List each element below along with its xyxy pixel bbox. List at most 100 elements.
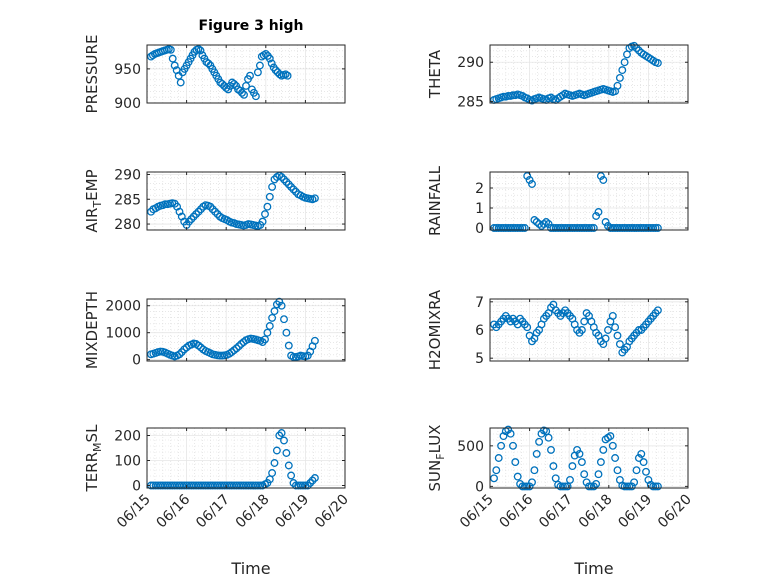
data-point — [218, 79, 227, 88]
y-tick-label: 2000 — [105, 299, 141, 315]
data-point — [537, 222, 546, 230]
data-point — [582, 478, 591, 487]
data-point — [196, 46, 205, 55]
data-point — [270, 175, 279, 184]
data-point — [530, 466, 539, 475]
data-point — [528, 180, 536, 188]
x-axis-title: Time — [230, 559, 270, 578]
data-point — [230, 79, 239, 88]
data-point — [599, 445, 608, 454]
data-point — [594, 208, 603, 216]
data-point — [238, 88, 246, 97]
data-point — [175, 350, 184, 359]
data-point — [561, 482, 570, 491]
data-point — [268, 469, 277, 477]
subplot-air-temp: 280 285 290 AIRTEMP — [83, 167, 346, 233]
data-point — [653, 482, 662, 491]
axes-box — [146, 298, 346, 362]
x-tick-label: 06/20 — [312, 492, 352, 532]
subplot-sun-flux: 0 500 SUNFLUX 06/15 06/16 06/17 06/18 06/19 06/2… — [426, 425, 695, 532]
data-point — [283, 71, 292, 80]
data-point — [271, 66, 280, 75]
data-point — [580, 470, 589, 479]
y-tick-label: 1 — [475, 201, 484, 217]
data-point — [222, 84, 231, 92]
data-point — [281, 70, 290, 79]
y-tick-label: 0 — [132, 353, 141, 369]
data-point — [310, 336, 319, 345]
x-tick-label: 06/17 — [536, 492, 576, 532]
axes-box — [489, 171, 689, 231]
data-point — [310, 194, 319, 203]
y-axis-title: MIXDEPTH — [83, 291, 101, 369]
data-point — [587, 224, 596, 232]
x-tick-label: 06/19 — [615, 492, 655, 532]
y-tick-label: 0 — [475, 221, 484, 237]
data-point — [566, 475, 574, 484]
data-point — [267, 59, 276, 68]
data-point — [256, 481, 265, 490]
y-axis-title: AIRTEMP — [83, 169, 104, 232]
data-point — [599, 176, 608, 184]
data-point — [265, 54, 274, 63]
y-tick-label: 2 — [475, 181, 484, 197]
data-point — [506, 429, 515, 438]
data-point — [287, 471, 296, 480]
data-point — [558, 482, 567, 491]
data-point — [284, 341, 293, 350]
data-point — [246, 71, 254, 80]
y-axis-title: SUNFLUX — [426, 425, 447, 492]
data-point — [596, 458, 605, 467]
y-axis-title: THETA — [426, 49, 444, 99]
x-tick-label: 06/16 — [154, 491, 194, 531]
data-point — [261, 210, 269, 219]
data-point — [539, 220, 548, 228]
subplot-grid: 900 950 PRESSURE 285 290 THETA 280 285 290 AIRTEM… — [83, 35, 695, 532]
data-point — [240, 90, 248, 99]
y-tick-label: 290 — [457, 55, 484, 71]
data-point — [306, 479, 315, 487]
data-point — [261, 335, 269, 344]
x-tick-label: 06/17 — [193, 492, 233, 532]
subplot-h2omixra: 5 6 7 H2OMIXRA — [426, 289, 689, 370]
data-point — [594, 470, 603, 479]
data-point — [611, 454, 620, 462]
data-point — [194, 207, 203, 216]
data-point — [284, 180, 293, 189]
data-point — [549, 462, 558, 471]
data-point — [289, 185, 298, 194]
axes-box — [146, 171, 346, 231]
data-point — [263, 328, 272, 337]
data-point — [265, 192, 274, 201]
data-point — [166, 45, 175, 54]
data-point — [242, 81, 250, 90]
data-point — [204, 59, 213, 68]
data-point — [263, 202, 272, 211]
data-point — [642, 467, 650, 476]
data-point — [275, 297, 284, 306]
data-point — [194, 45, 203, 54]
y-tick-label: 6 — [475, 323, 484, 339]
data-point — [206, 202, 215, 211]
data-point — [236, 86, 245, 95]
data-point — [653, 224, 662, 232]
data-point — [573, 445, 582, 454]
data-point — [282, 449, 291, 457]
data-point — [563, 482, 572, 491]
data-point — [196, 205, 205, 214]
data-point — [577, 458, 586, 467]
data-point — [265, 322, 274, 330]
data-point — [251, 92, 260, 101]
data-point — [608, 441, 617, 450]
data-point — [542, 218, 551, 226]
y-tick-label: 290 — [114, 167, 141, 183]
data-point — [277, 301, 286, 310]
data-point — [532, 449, 541, 458]
y-axis-title: H2OMIXRA — [426, 289, 444, 370]
data-point — [289, 353, 298, 361]
data-point — [544, 433, 553, 442]
data-point — [608, 311, 617, 320]
y-tick-label: 950 — [114, 62, 141, 78]
figure-title: Figure 3 high — [199, 18, 304, 34]
